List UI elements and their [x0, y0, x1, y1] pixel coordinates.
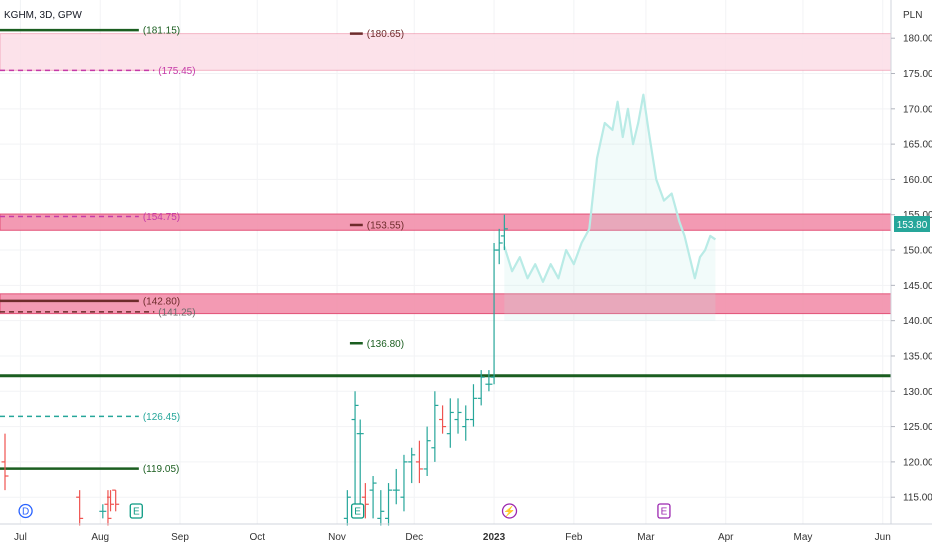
x-tick-label: Dec: [405, 532, 423, 543]
earnings-letter: E: [133, 507, 140, 518]
ohlc-bar: [356, 419, 364, 519]
levels: (181.15) (180.65) (175.45) (154.75) (153.55)…: [0, 26, 891, 475]
ohlc-bar: [485, 370, 493, 392]
projection-area: [504, 94, 716, 321]
ohlc-bar: [408, 447, 416, 484]
x-tick-label: Sep: [171, 532, 189, 543]
ohlc-bar: [469, 384, 477, 427]
price-axis[interactable]: 180.00 175.00 170.00 165.00 160.00 155.00 150.…: [891, 34, 932, 504]
x-tick-label: Jun: [875, 532, 891, 543]
ohlc-bar: [454, 398, 462, 434]
y-tick-label: 130.00: [903, 387, 932, 398]
y-tick-label: 115.00: [903, 493, 932, 504]
split-icon[interactable]: [501, 503, 518, 519]
zone-strong: [0, 213, 892, 231]
ohlc-bar: [343, 490, 351, 526]
x-tick-label: Apr: [718, 532, 734, 543]
ohlc-bar: [351, 391, 359, 505]
y-tick-label: 170.00: [903, 104, 932, 115]
x-tick-label: Jul: [14, 532, 27, 543]
y-tick-label: 120.00: [903, 457, 932, 468]
x-tick-label: Oct: [249, 532, 265, 543]
projection-line: [503, 93, 717, 283]
earnings-letter: E: [354, 507, 361, 518]
level-label: (136.80): [367, 339, 404, 350]
ohlc-bar: [495, 228, 503, 265]
y-tick-label: 160.00: [903, 175, 932, 186]
level-label: (126.45): [143, 412, 180, 423]
events: D E E ⚡ E: [18, 503, 671, 519]
dividend-icon[interactable]: [18, 503, 33, 519]
projection: [503, 93, 717, 321]
ohlc-bar: [104, 490, 112, 526]
level-label: (141.25): [158, 307, 195, 318]
ohlc-bar: [112, 489, 120, 512]
ohlc-bar: [377, 490, 385, 526]
y-tick-label: 155.00: [903, 210, 932, 221]
y-tick-label: 150.00: [903, 246, 932, 257]
currency-label: PLN: [903, 10, 922, 21]
y-tick-label: 140.00: [903, 316, 932, 327]
ohlc-bar: [369, 476, 377, 519]
current-price-tag: [894, 216, 930, 232]
time-axis[interactable]: Jul Aug Sep Oct Nov Dec 2023 Feb Mar Apr May Jun: [14, 532, 891, 543]
ohlc-bar: [415, 440, 423, 484]
ohlc-bar: [392, 468, 400, 505]
y-tick-label: 175.00: [903, 69, 932, 80]
ohlc-bar: [99, 504, 107, 519]
earnings-icon[interactable]: [350, 503, 365, 519]
y-tick-label: 180.00: [903, 34, 932, 45]
level-label: (175.45): [158, 66, 195, 77]
ohlc-bar: [439, 405, 447, 434]
symbol-label: KGHM, 3D, GPW: [4, 10, 82, 21]
x-tick-label: Nov: [328, 532, 346, 543]
ohlc-bar: [76, 490, 84, 526]
current-price-value: 153.80: [897, 220, 928, 231]
ohlc-bar: [423, 426, 431, 477]
y-tick-label: 125.00: [903, 422, 932, 433]
level-label: (119.05): [143, 464, 180, 475]
x-tick-label: May: [793, 532, 812, 543]
ohlc-bar: [462, 405, 470, 441]
zone-strong: [0, 293, 892, 315]
y-tick-label: 145.00: [903, 281, 932, 292]
level-label: (142.80): [143, 296, 180, 307]
level-label: (153.55): [367, 220, 404, 231]
earnings-letter: E: [661, 507, 668, 518]
zones: [0, 33, 892, 315]
ohlc-bar: [107, 490, 115, 512]
level-label: (154.75): [143, 212, 180, 223]
ohlc-bar: [500, 214, 508, 251]
y-tick-label: 135.00: [903, 351, 932, 362]
x-tick-label: Mar: [637, 532, 655, 543]
x-tick-label: Aug: [91, 532, 109, 543]
level-label: (180.65): [367, 29, 404, 40]
x-tick-label: 2023: [483, 532, 506, 543]
ohlc-bar: [431, 391, 439, 462]
split-symbol: ⚡: [503, 505, 515, 518]
ohlc-bars: [1, 214, 508, 526]
ohlc-bar: [361, 483, 369, 519]
earnings-icon[interactable]: [129, 503, 143, 519]
ohlc-bar: [477, 370, 485, 406]
ohlc-bar: [385, 483, 393, 526]
zone-light: [0, 33, 892, 71]
ohlc-bar: [1, 433, 9, 491]
ohlc-bar: [400, 454, 408, 512]
dividend-letter: D: [22, 507, 29, 518]
earnings-icon[interactable]: [657, 503, 671, 519]
y-tick-label: 165.00: [903, 140, 932, 151]
level-label: (181.15): [143, 26, 180, 37]
x-tick-label: Feb: [565, 532, 583, 543]
ohlc-bar: [446, 398, 454, 448]
